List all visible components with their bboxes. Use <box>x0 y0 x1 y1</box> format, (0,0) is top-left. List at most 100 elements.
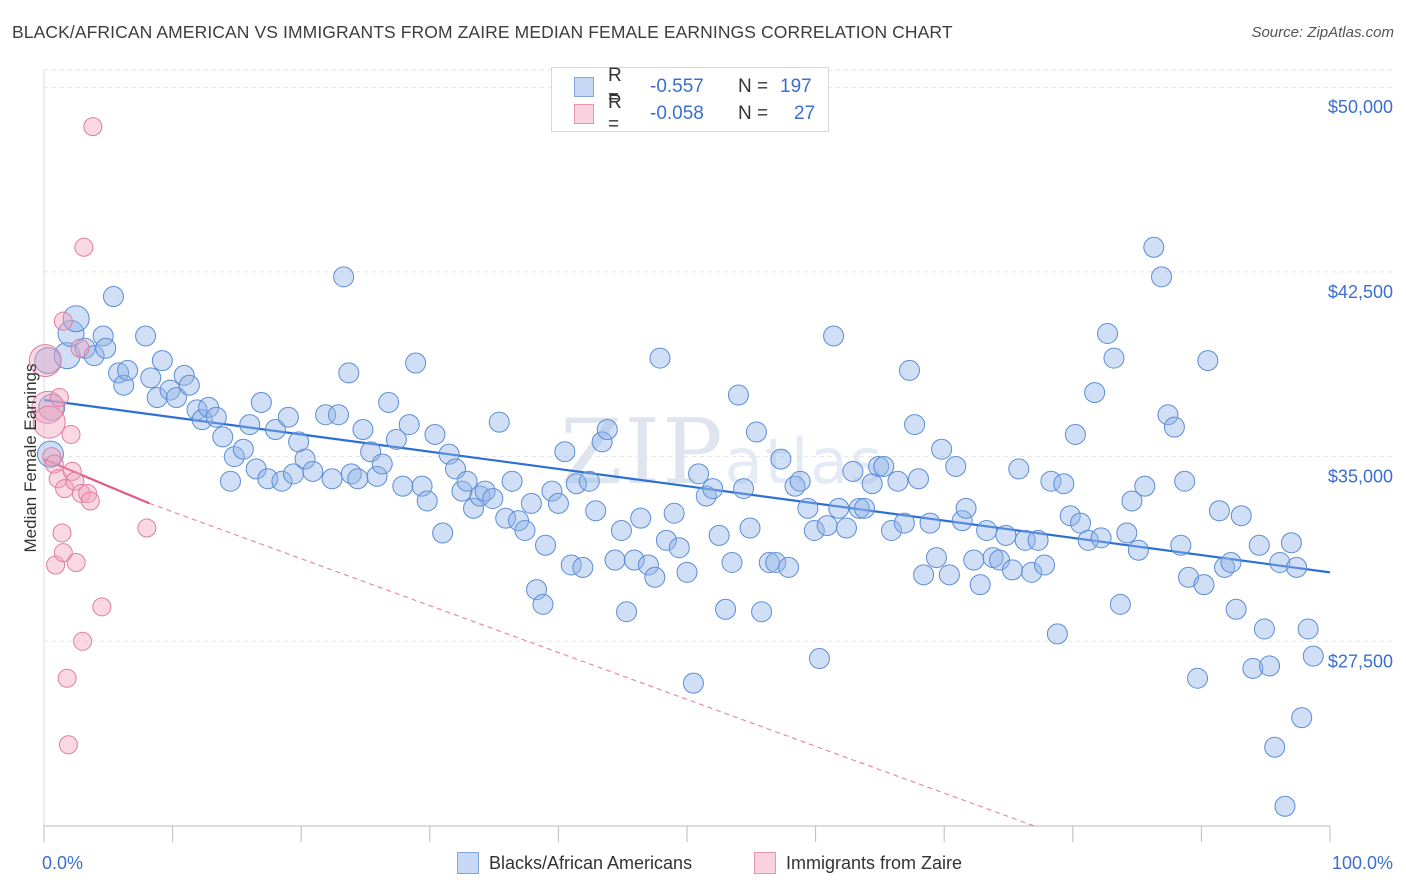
point-blacks <box>547 492 569 514</box>
point-zaire <box>52 523 72 543</box>
point-blacks <box>727 384 749 406</box>
point-blacks <box>405 352 427 374</box>
point-blacks <box>482 487 504 509</box>
point-blacks <box>1286 556 1308 578</box>
point-blacks <box>277 406 299 428</box>
point-blacks <box>995 524 1017 546</box>
point-blacks <box>1208 500 1230 522</box>
point-blacks <box>868 455 890 477</box>
point-blacks <box>1059 505 1081 527</box>
point-blacks <box>591 431 613 453</box>
r-label: R = <box>608 65 622 108</box>
point-blacks <box>1109 593 1131 615</box>
point-blacks <box>495 507 517 529</box>
point-blacks <box>541 480 563 502</box>
point-blacks <box>616 601 638 623</box>
point-zaire <box>49 388 69 408</box>
point-blacks <box>146 387 168 409</box>
point-blacks <box>572 556 594 578</box>
point-blacks <box>1163 416 1185 438</box>
point-blacks <box>630 507 652 529</box>
point-blacks <box>816 515 838 537</box>
point-blacks <box>1090 527 1112 549</box>
point-zaire <box>57 668 77 688</box>
point-blacks <box>663 502 685 524</box>
legend-label: Immigrants from Zaire <box>786 852 963 873</box>
point-blacks <box>1187 667 1209 689</box>
point-blacks <box>117 359 139 381</box>
y-tick-label: $27,500 <box>1328 651 1393 671</box>
point-blacks <box>271 470 293 492</box>
point-zaire <box>31 390 65 424</box>
point-blacks <box>520 492 542 514</box>
point-blacks <box>668 537 690 559</box>
point-blacks <box>1084 382 1106 404</box>
point-blacks <box>1178 566 1200 588</box>
legend-swatch-blue <box>457 852 479 874</box>
data-points <box>28 117 1324 817</box>
point-blacks <box>880 519 902 541</box>
point-blacks <box>770 448 792 470</box>
n-label: N = <box>738 76 769 97</box>
point-blacks <box>1230 505 1252 527</box>
point-blacks <box>416 490 438 512</box>
point-blacks <box>848 497 870 519</box>
point-blacks <box>688 463 710 485</box>
point-blacks <box>1040 470 1062 492</box>
point-zaire <box>53 311 73 331</box>
point-blacks <box>38 393 66 421</box>
n-label: N = <box>738 103 769 124</box>
point-blacks <box>398 414 420 436</box>
point-blacks <box>644 566 666 588</box>
y-tick-labels: $50,000 $42,500 $35,000 $27,500 <box>1328 97 1393 671</box>
point-blacks <box>501 470 523 492</box>
trend-lines <box>43 398 1331 827</box>
point-blacks <box>250 391 272 413</box>
point-zaire <box>32 405 66 439</box>
point-blacks <box>1253 618 1275 640</box>
point-blacks <box>1197 350 1219 372</box>
point-blacks <box>424 423 446 445</box>
point-blacks <box>371 453 393 475</box>
point-blacks <box>1259 655 1281 677</box>
point-zaire <box>53 543 73 563</box>
point-blacks <box>765 552 787 574</box>
point-blacks <box>842 460 864 482</box>
legend-item-zaire[interactable]: Immigrants from Zaire <box>754 852 962 874</box>
point-blacks <box>1170 534 1192 556</box>
point-blacks <box>925 547 947 569</box>
point-blacks <box>808 648 830 670</box>
point-blacks <box>969 574 991 596</box>
n-value: 197 <box>780 76 812 97</box>
point-blacks <box>239 414 261 436</box>
point-blacks <box>151 350 173 372</box>
point-blacks <box>1103 347 1125 369</box>
point-blacks <box>432 522 454 544</box>
point-blacks <box>352 419 374 441</box>
point-blacks <box>1174 470 1196 492</box>
point-blacks <box>828 497 850 519</box>
point-blacks <box>578 470 600 492</box>
point-blacks <box>803 519 825 541</box>
point-blacks <box>596 419 618 441</box>
n-value: 27 <box>794 103 816 124</box>
legend-label: Blacks/African Americans <box>489 852 693 873</box>
point-blacks <box>873 455 895 477</box>
grid-lines <box>44 69 1393 642</box>
point-zaire <box>80 491 100 511</box>
point-blacks <box>1248 534 1270 556</box>
r-value: -0.557 <box>650 76 704 97</box>
point-blacks <box>135 325 157 347</box>
point-blacks <box>898 359 920 381</box>
point-blacks <box>1193 574 1215 596</box>
point-blacks <box>95 337 117 359</box>
legend-item-blacks[interactable]: Blacks/African Americans <box>457 852 692 874</box>
legend-swatch-pink <box>754 852 776 874</box>
point-blacks <box>257 468 279 490</box>
point-zaire <box>28 344 62 378</box>
point-blacks <box>102 286 124 308</box>
point-blacks <box>1077 529 1099 551</box>
point-blacks <box>338 362 360 384</box>
point-blacks <box>931 438 953 460</box>
point-blacks <box>327 404 349 426</box>
